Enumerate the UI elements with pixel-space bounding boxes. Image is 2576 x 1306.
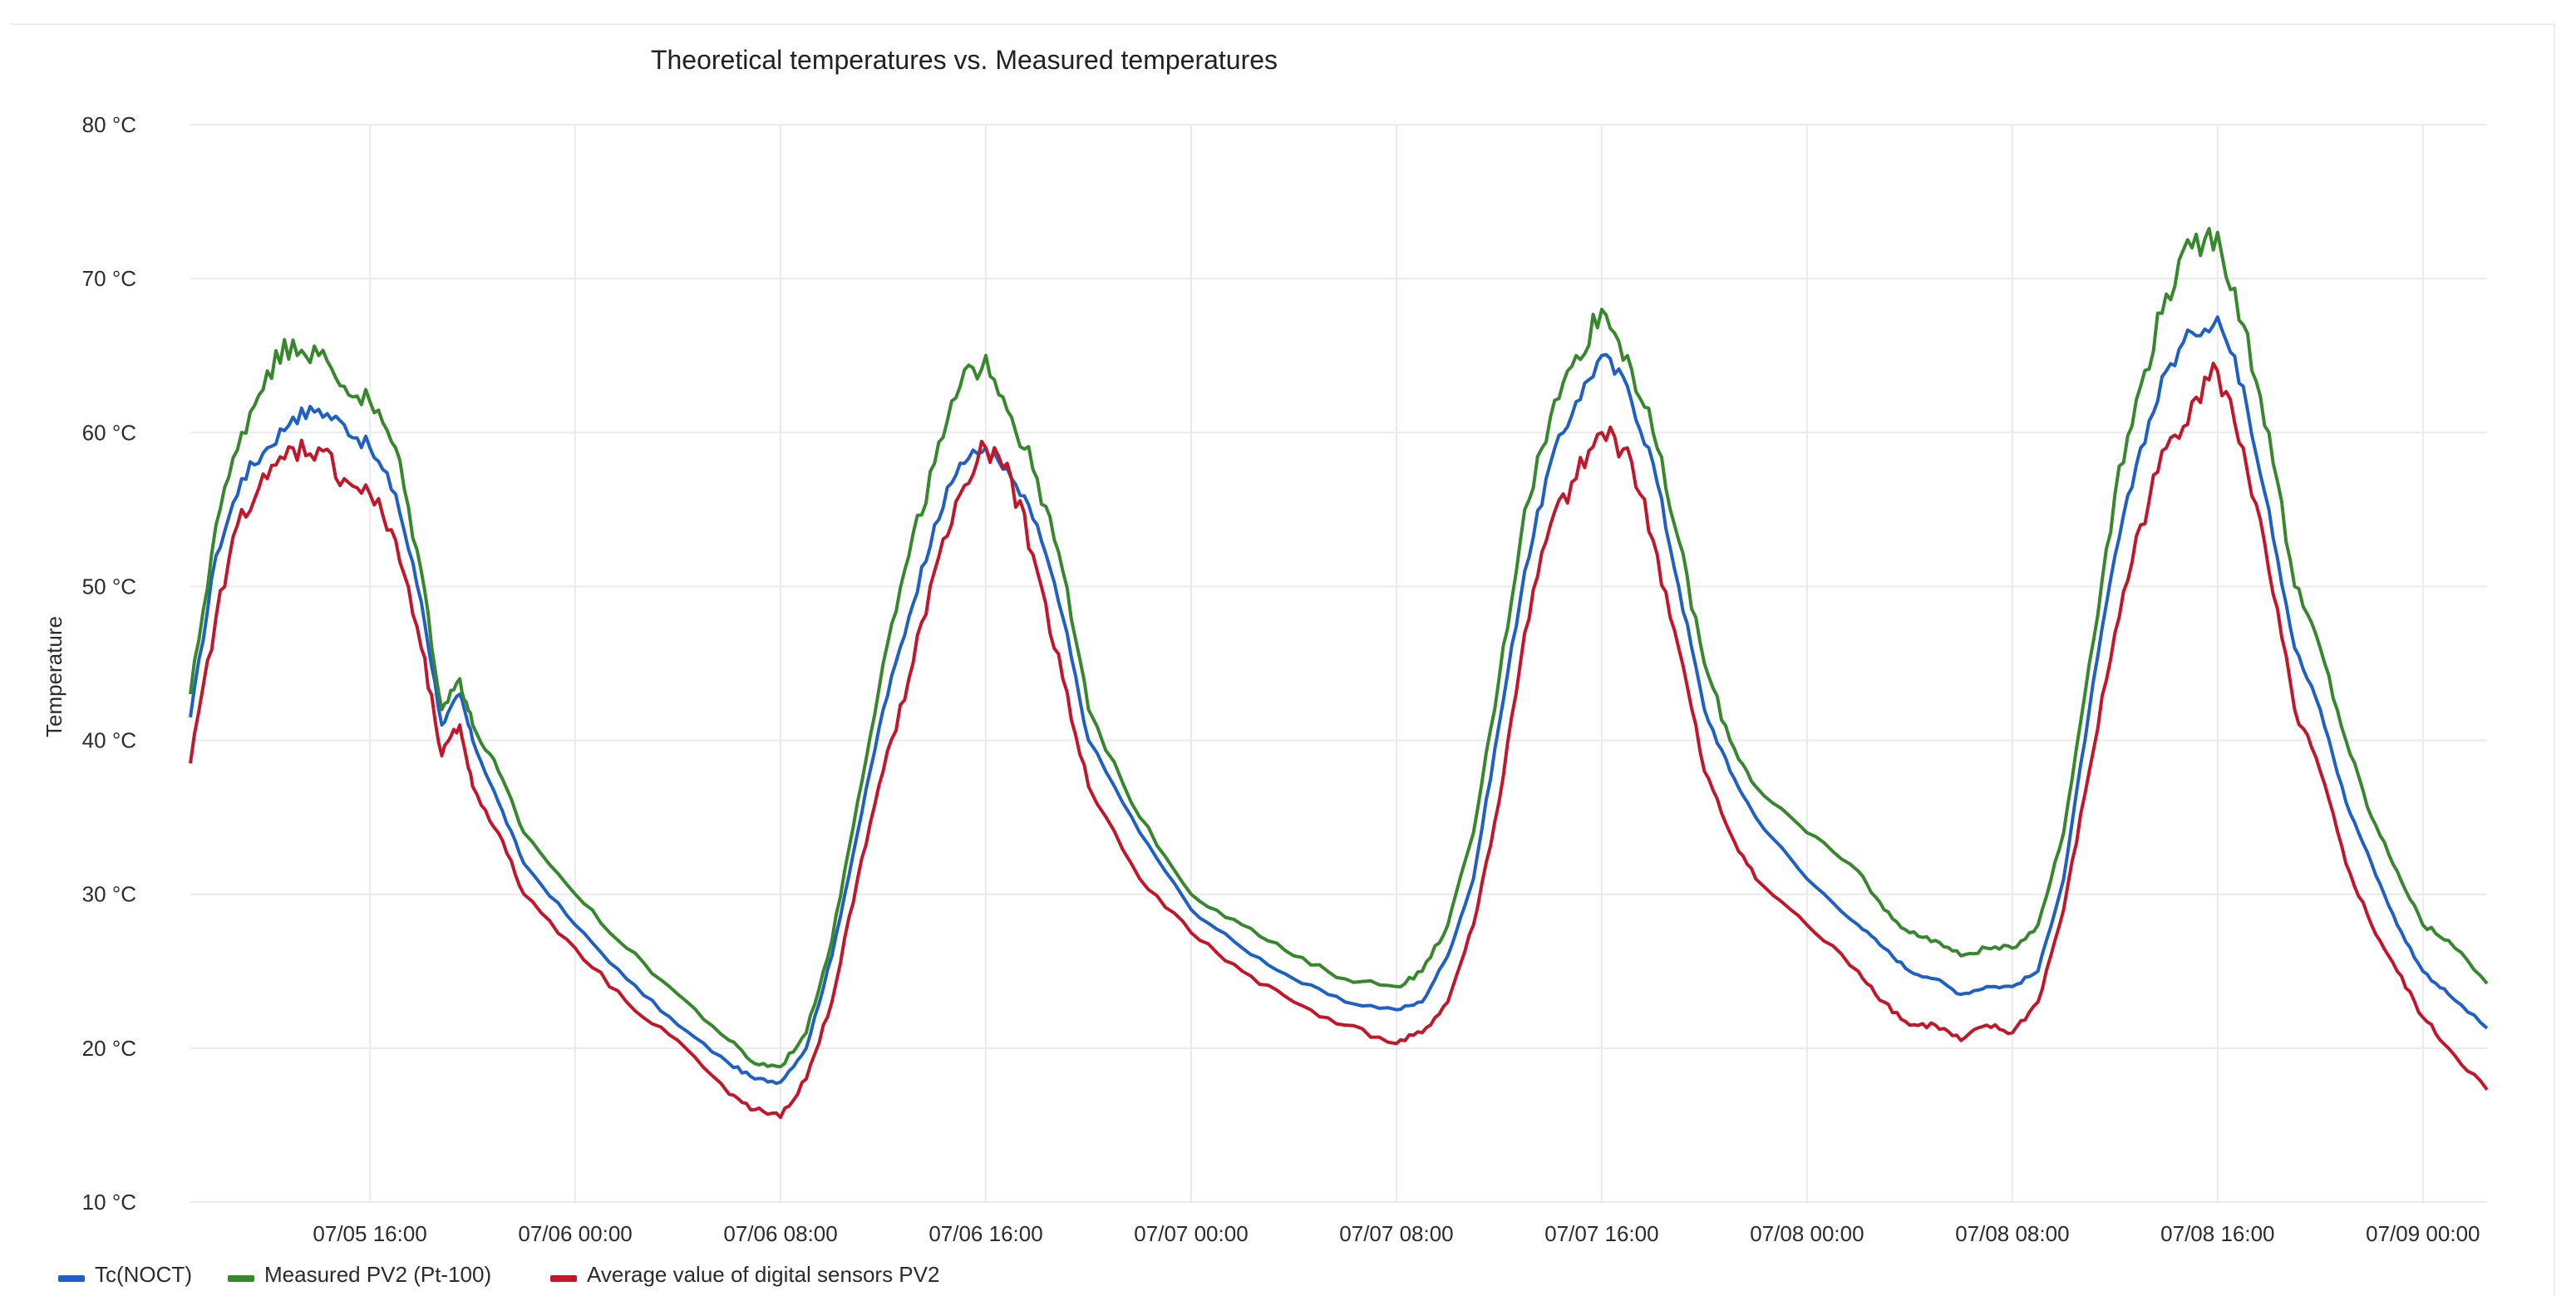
chart-title: Theoretical temperatures vs. Measured te…	[651, 45, 1278, 75]
x-tick-label: 07/06 08:00	[723, 1221, 837, 1246]
x-tick-label: 07/08 00:00	[1750, 1221, 1864, 1246]
y-tick-label: 80 °C	[82, 112, 136, 137]
x-tick-label: 07/05 16:00	[313, 1221, 426, 1246]
legend-item-label[interactable]: Measured PV2 (Pt-100)	[264, 1262, 491, 1287]
y-tick-label: 10 °C	[82, 1190, 136, 1215]
x-tick-label: 07/07 00:00	[1134, 1221, 1248, 1246]
y-tick-label: 70 °C	[82, 266, 136, 291]
y-tick-label: 20 °C	[82, 1036, 136, 1061]
y-tick-label: 30 °C	[82, 882, 136, 907]
y-tick-label: 60 °C	[82, 420, 136, 445]
legend-item-label[interactable]: Tc(NOCT)	[95, 1262, 192, 1287]
x-tick-label: 07/08 16:00	[2160, 1221, 2274, 1246]
x-tick-label: 07/07 08:00	[1339, 1221, 1453, 1246]
y-tick-label: 50 °C	[82, 574, 136, 599]
x-tick-label: 07/08 08:00	[1955, 1221, 2069, 1246]
x-tick-label: 07/09 00:00	[2366, 1221, 2480, 1246]
legend-swatch	[228, 1275, 254, 1282]
x-tick-label: 07/06 16:00	[928, 1221, 1042, 1246]
chart: Theoretical temperatures vs. Measured te…	[42, 45, 2489, 1287]
x-tick-label: 07/07 16:00	[1544, 1221, 1658, 1246]
legend-swatch	[550, 1275, 577, 1282]
series-line-3[interactable]	[189, 362, 2489, 1120]
y-axis-label: Temperature	[42, 616, 66, 737]
legend-swatch	[58, 1275, 85, 1282]
x-tick-label: 07/06 00:00	[518, 1221, 632, 1246]
y-tick-label: 40 °C	[82, 728, 136, 753]
legend: Tc(NOCT) Measured PV2 (Pt-100) Average val…	[58, 1262, 939, 1287]
legend-item-label[interactable]: Average value of digital sensors PV2	[587, 1262, 939, 1287]
series-line-2[interactable]	[189, 226, 2489, 1069]
series-line-1[interactable]	[189, 315, 2489, 1086]
chart-panel: Theoretical temperatures vs. Measured te…	[10, 23, 2555, 1295]
